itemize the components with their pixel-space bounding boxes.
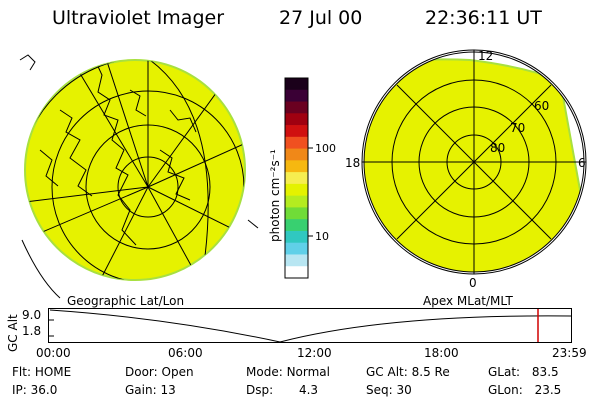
glat-field: GLat: 83.5: [488, 365, 559, 379]
colorbar-cell: [285, 101, 308, 114]
ip-value: 36.0: [30, 383, 58, 397]
glat-value: 83.5: [531, 365, 559, 379]
altitude-tick-low: 1.8: [22, 324, 42, 338]
magnetic-grid: [362, 50, 586, 274]
colorbar-cell: [285, 172, 308, 185]
date-label: 27 Jul 00: [279, 7, 363, 29]
colorbar-cell: [285, 148, 308, 161]
colorbar-cell: [285, 113, 308, 126]
dsp-value: 4.3: [298, 383, 319, 397]
time-label: 22:36:11 UT: [425, 7, 542, 29]
time-tick-2359: 23:59: [552, 346, 587, 360]
gcalt-field: GC Alt: 8.5 Re: [366, 365, 450, 379]
colorbar-cell: [285, 125, 308, 138]
gcalt-label: GC Alt:: [366, 365, 408, 379]
mlat-label-70: 70: [510, 121, 525, 135]
altitude-plot: GC Alt 9.0 1.8 00:00 06:00 12:00 18:00 2…: [0, 304, 600, 366]
colorbar-unit-label: photon cm⁻²s⁻¹: [268, 149, 282, 242]
flt-label: Flt:: [12, 365, 31, 379]
mlt-label-12: 12: [478, 49, 493, 63]
glon-field: GLon: 23.5: [488, 383, 561, 397]
colorbar-cell: [285, 254, 308, 267]
gain-label: Gain:: [125, 383, 157, 397]
altitude-tick-high: 9.0: [22, 308, 42, 322]
mlt-label-6: 6: [578, 156, 586, 170]
mlat-label-60: 60: [534, 99, 549, 113]
colorbar-cell: [285, 78, 308, 91]
glat-label: GLat:: [488, 365, 521, 379]
colorbar-cell: [285, 266, 308, 279]
glon-label: GLon:: [488, 383, 523, 397]
door-field: Door: Open: [125, 365, 194, 379]
colorbar-cell: [285, 160, 308, 173]
mode-value: Normal: [286, 365, 330, 379]
colorbar-cell: [285, 195, 308, 208]
time-tick-0600: 06:00: [168, 346, 203, 360]
colorbar-cell: [285, 242, 308, 255]
gcalt-value: 8.5 Re: [411, 365, 450, 379]
altitude-plot-area: [48, 308, 572, 343]
gain-field: Gain: 13: [125, 383, 176, 397]
colorbar: 100 10: [284, 77, 336, 279]
altitude-curve: [49, 309, 572, 343]
mlt-label-18: 18: [345, 156, 360, 170]
colorbar-cell: [285, 136, 308, 150]
seq-value: 30: [396, 383, 412, 397]
dsp-label: Dsp:: [246, 383, 274, 397]
mode-label: Mode:: [246, 365, 283, 379]
glon-value: 23.5: [534, 383, 562, 397]
colorbar-tick-10: 10: [315, 230, 329, 243]
time-tick-1200: 12:00: [297, 346, 332, 360]
colorbar-cell: [285, 207, 308, 220]
geographic-image-disc: [24, 59, 246, 281]
flt-field: Flt: HOME: [12, 365, 71, 379]
gain-value: 13: [160, 383, 176, 397]
time-tick-0000: 00:00: [36, 346, 71, 360]
geographic-caption: Geographic Lat/Lon: [67, 294, 185, 308]
colorbar-scale: [285, 78, 308, 279]
ip-label: IP:: [12, 383, 27, 397]
colorbar-tick-100: 100: [315, 142, 336, 155]
app-title: Ultraviolet Imager: [52, 7, 225, 29]
colorbar-cell: [285, 230, 308, 244]
apex-caption: Apex MLat/MLT: [423, 294, 513, 308]
door-value: Open: [161, 365, 194, 379]
geographic-map: [19, 54, 259, 299]
mode-field: Mode: Normal: [246, 365, 330, 379]
magnetic-map: 12 18 6 0 60 70 80: [345, 49, 587, 290]
ip-field: IP: 36.0: [12, 383, 57, 397]
flt-value: HOME: [34, 365, 72, 379]
colorbar-cell: [285, 89, 308, 103]
colorbar-cell: [285, 183, 308, 197]
altitude-axis-label: GC Alt: [6, 314, 20, 352]
door-label: Door:: [125, 365, 158, 379]
colorbar-cell: [285, 219, 308, 232]
seq-field: Seq: 30: [366, 383, 412, 397]
dsp-field: Dsp: 4.3: [246, 383, 318, 397]
mlat-label-80: 80: [490, 141, 505, 155]
seq-label: Seq:: [366, 383, 393, 397]
mlt-label-0: 0: [469, 276, 477, 290]
time-tick-1800: 18:00: [424, 346, 459, 360]
